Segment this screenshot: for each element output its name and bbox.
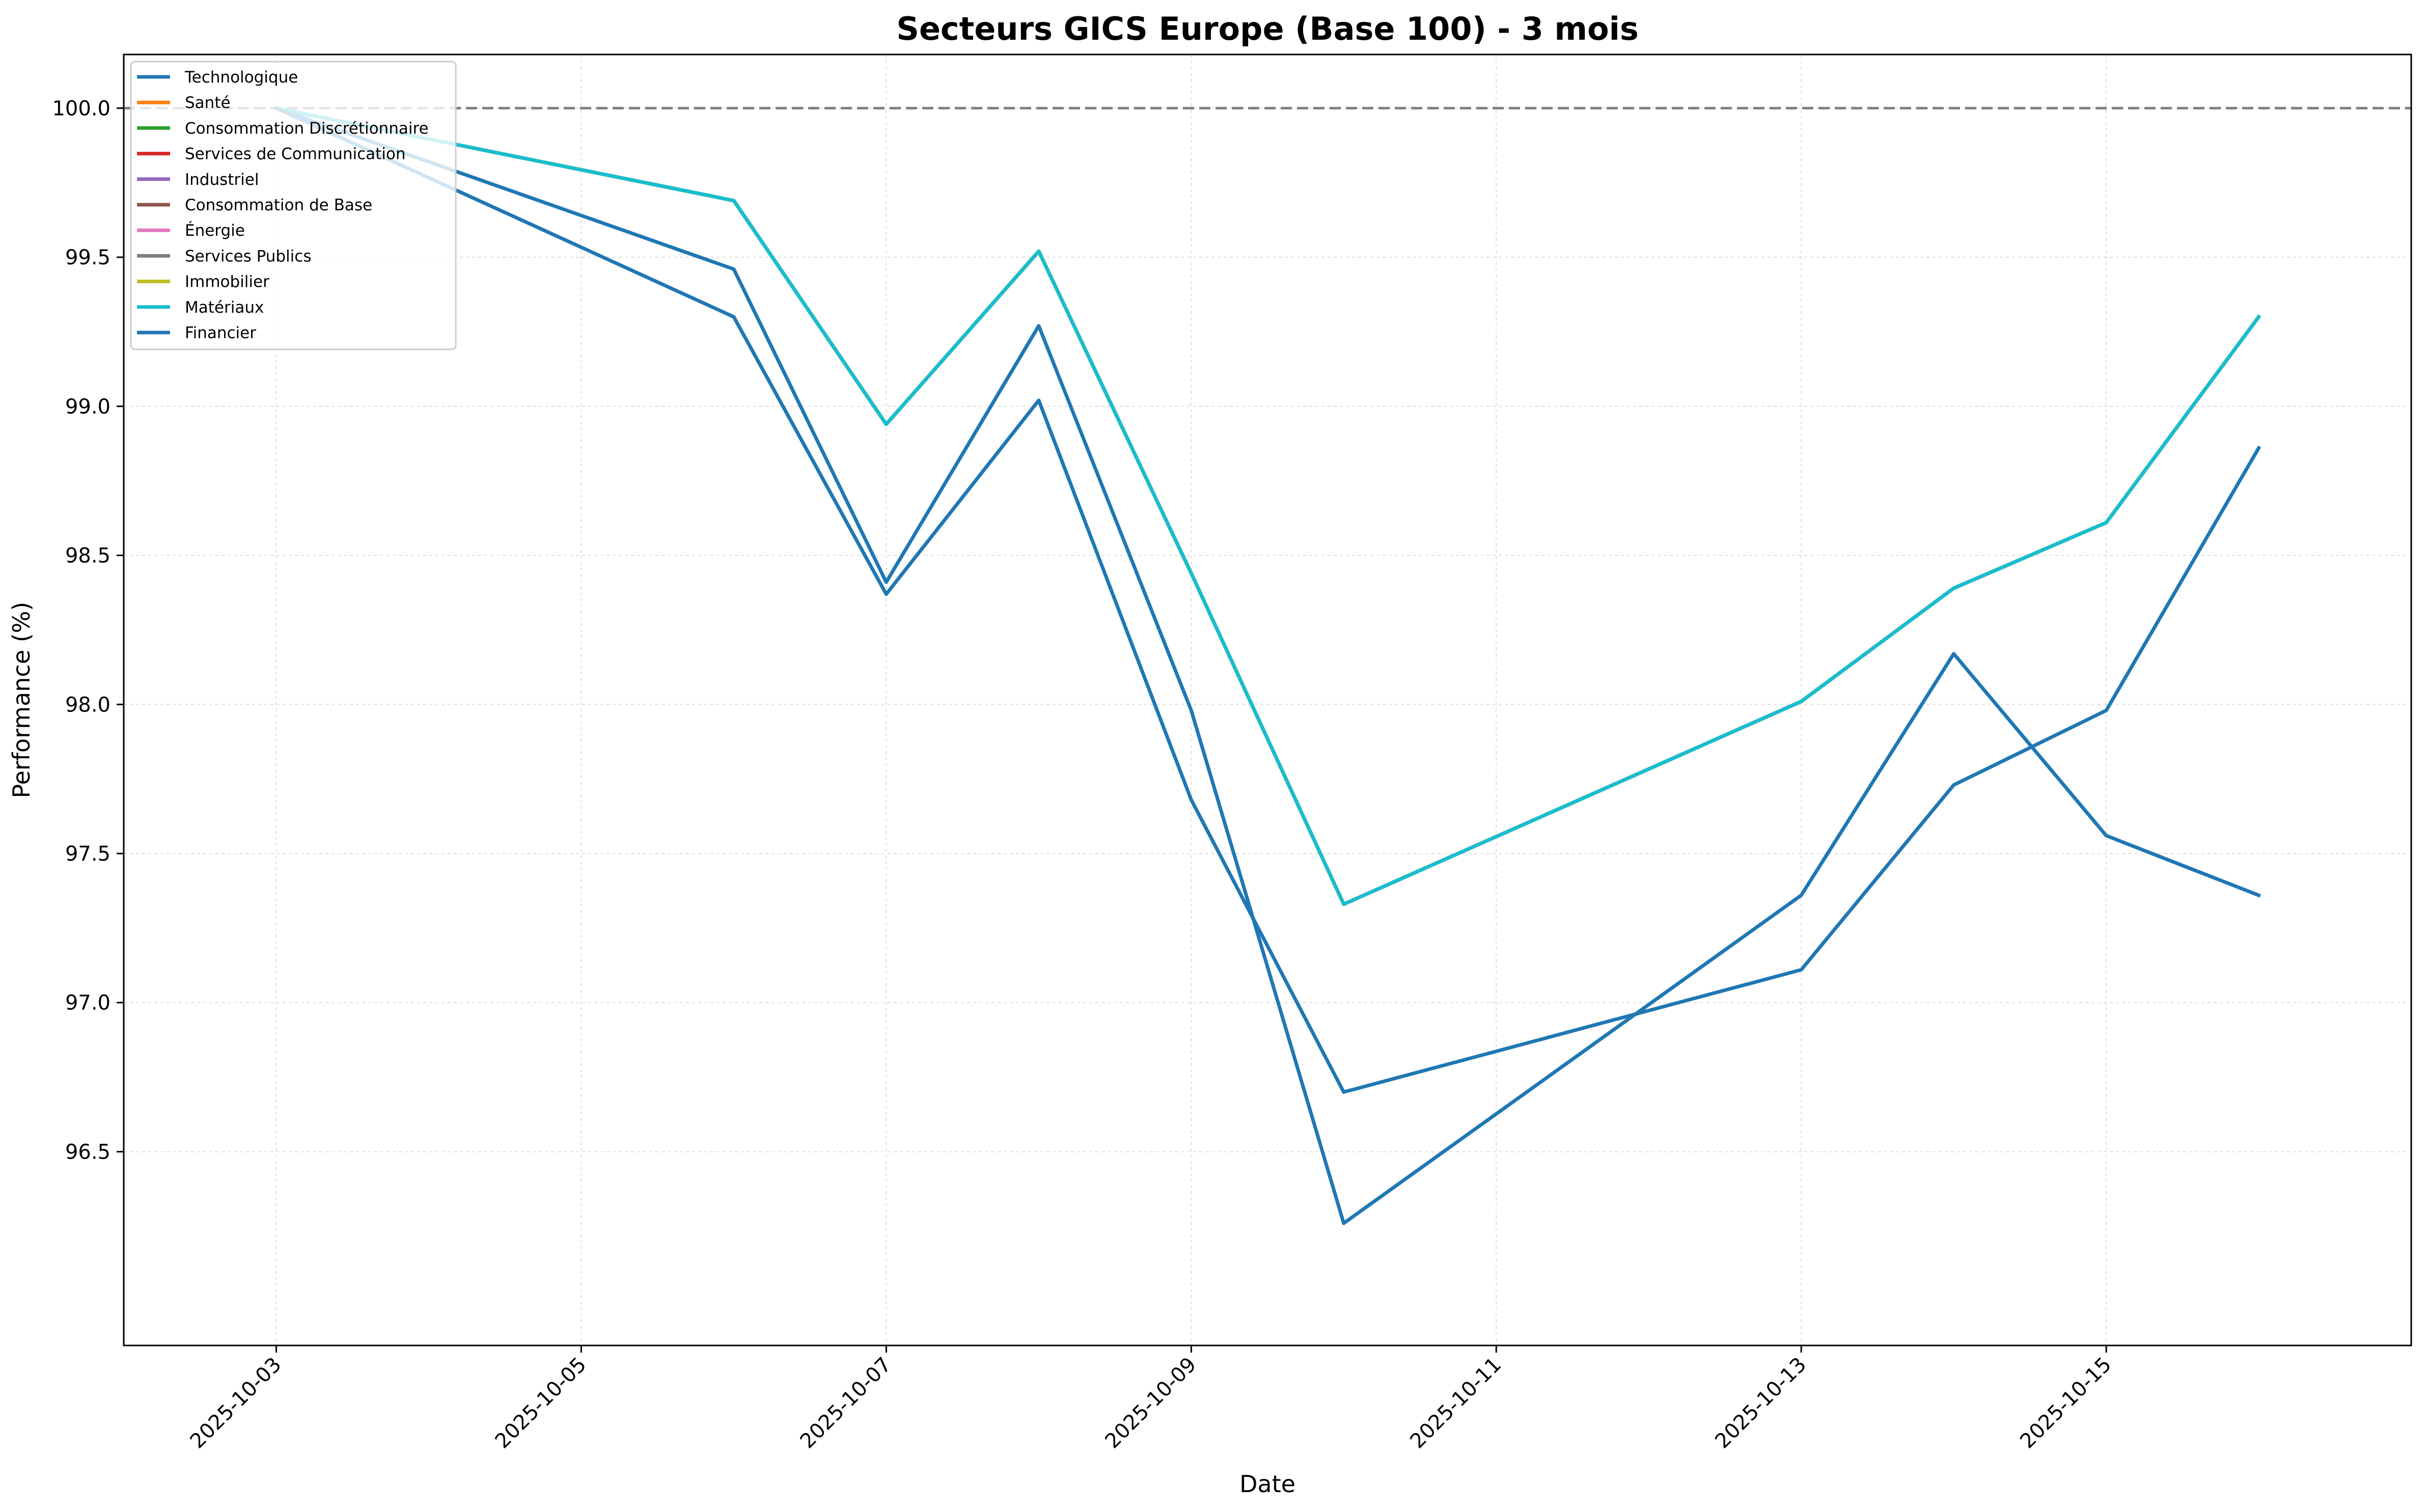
- series-line-9: [274, 106, 2262, 906]
- series-line-0: [274, 105, 2262, 1225]
- plot-frame: [123, 53, 2412, 1346]
- legend-label: Énergie: [185, 222, 245, 240]
- y-tick-label: 97.0: [65, 992, 111, 1015]
- legend-box: [130, 61, 457, 350]
- legend-label: Financier: [185, 324, 256, 342]
- series-line-10: [273, 105, 2262, 1094]
- y-tick-label: 98.5: [65, 544, 111, 568]
- y-tick-label: 99.0: [65, 395, 111, 419]
- chart-title: Secteurs GICS Europe (Base 100) - 3 mois: [896, 10, 1639, 47]
- legend-label: Services de Communication: [185, 145, 406, 163]
- legend-label: Santé: [185, 94, 231, 112]
- y-tick-label: 98.0: [65, 693, 111, 717]
- legend-label: Immobilier: [185, 273, 269, 291]
- y-tick-label: 96.5: [65, 1140, 111, 1164]
- y-tick-label: 99.5: [65, 246, 111, 269]
- x-axis-title: Date: [1239, 1470, 1295, 1498]
- series-group: [273, 105, 2262, 1225]
- legend-label: Matériaux: [185, 298, 264, 317]
- legend-label: Consommation Discrétionnaire: [185, 119, 429, 138]
- legend-label: Services Publics: [185, 247, 311, 265]
- legend: Technologique Santé Consommation Discrétio…: [130, 61, 457, 350]
- y-axis-title: Performance (%): [8, 602, 35, 799]
- legend-label: Technologique: [184, 68, 298, 87]
- y-tick-label: 97.5: [65, 842, 111, 866]
- y-tick-label: 100.0: [52, 97, 111, 120]
- legend-label: Consommation de Base: [185, 196, 372, 214]
- y-axis: 96.5 97.0 97.5 98.0 98.5 99.0 99.5 100.0: [52, 97, 124, 1164]
- legend-label: Industriel: [185, 171, 259, 189]
